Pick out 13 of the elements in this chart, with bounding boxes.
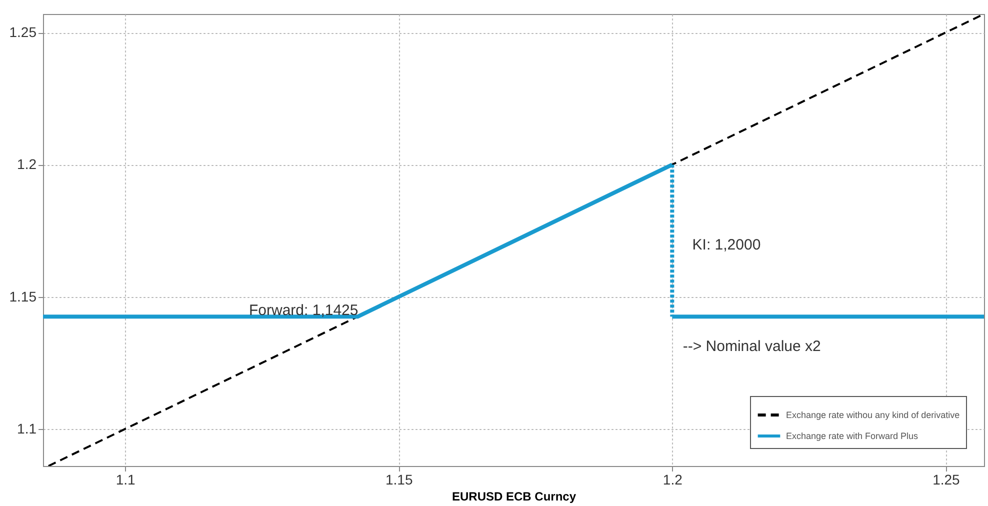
legend-label: Exchange rate with Forward Plus [786,431,919,441]
x-tick-label: 1.15 [385,472,413,488]
annotation: KI: 1,2000 [692,236,761,254]
y-tick-label: 1.15 [9,288,37,304]
x-tick-label: 1.2 [662,472,683,488]
y-tick-label: 1.2 [17,156,37,172]
x-tick-label: 1.1 [116,472,136,488]
legend-label: Exchange rate withou any kind of derivative [786,410,960,420]
x-axis-title: EURUSD ECB Curncy [452,490,576,504]
y-tick-label: 1.25 [9,24,37,40]
y-tick-label: 1.1 [17,420,37,436]
x-tick-label: 1.25 [932,472,960,488]
annotation: --> Nominal value x2 [682,338,821,356]
